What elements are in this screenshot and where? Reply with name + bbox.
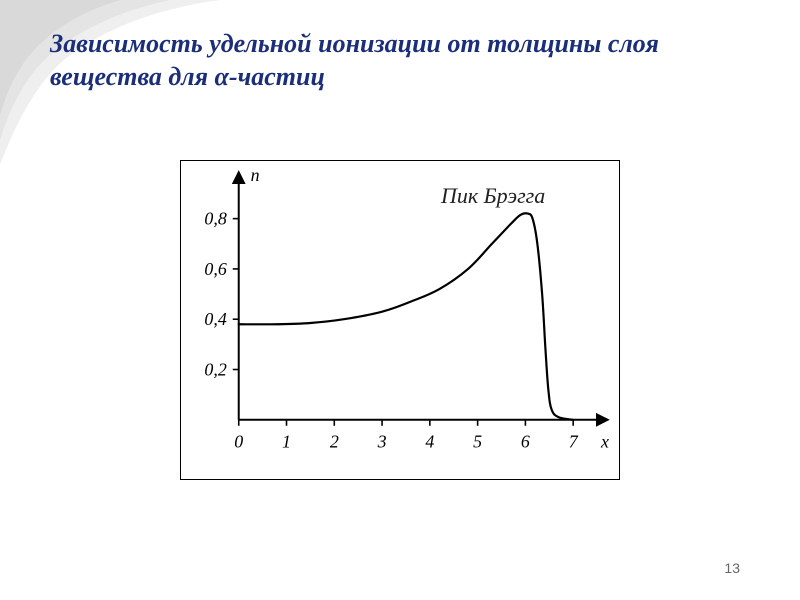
- svg-text:2: 2: [330, 432, 339, 452]
- svg-text:4: 4: [425, 432, 434, 452]
- svg-text:1: 1: [282, 432, 291, 452]
- slide-title: Зависимость удельной ионизации от толщин…: [50, 28, 750, 93]
- svg-text:x: x: [600, 432, 609, 452]
- chart-svg: 0 1 2 3 4 5 6 7 x 0,2 0,4 0,6 0,8 n: [181, 161, 619, 480]
- svg-text:0,8: 0,8: [204, 209, 226, 229]
- svg-text:n: n: [251, 165, 260, 185]
- svg-text:7: 7: [569, 432, 579, 452]
- svg-text:0,4: 0,4: [204, 309, 226, 329]
- bragg-chart: 0 1 2 3 4 5 6 7 x 0,2 0,4 0,6 0,8 n Пик Брэгга: [180, 160, 620, 480]
- svg-text:3: 3: [377, 432, 387, 452]
- bragg-peak-label: Пик Брэгга: [441, 183, 545, 209]
- svg-text:0,2: 0,2: [204, 359, 226, 379]
- page-number: 13: [724, 560, 740, 576]
- svg-text:5: 5: [473, 432, 482, 452]
- svg-text:6: 6: [521, 432, 530, 452]
- svg-text:0: 0: [234, 432, 243, 452]
- svg-text:0,6: 0,6: [204, 259, 226, 279]
